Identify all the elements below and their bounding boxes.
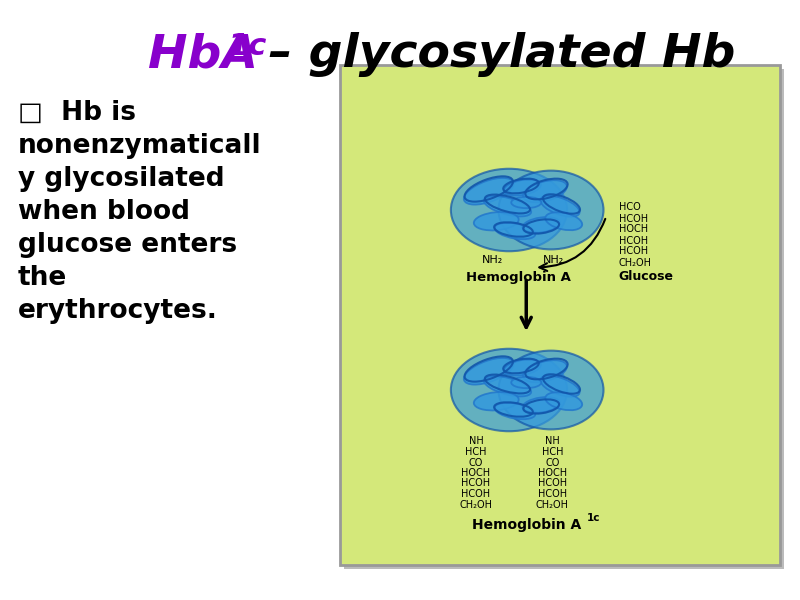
Text: CH₂OH: CH₂OH	[618, 257, 651, 268]
Text: CO: CO	[546, 457, 560, 467]
Text: CH₂OH: CH₂OH	[536, 499, 569, 509]
Text: HCOH: HCOH	[618, 214, 648, 223]
Ellipse shape	[484, 196, 531, 217]
Ellipse shape	[451, 349, 567, 431]
Ellipse shape	[522, 397, 560, 413]
Text: – glycosylated Hb: – glycosylated Hb	[252, 32, 735, 77]
Text: HCOH: HCOH	[462, 479, 490, 488]
Text: HOCH: HOCH	[538, 468, 567, 478]
Ellipse shape	[546, 392, 582, 410]
Ellipse shape	[541, 376, 579, 397]
Text: HCOH: HCOH	[618, 235, 648, 245]
Text: □  Hb is
nonenzymaticall
y glycosilated
when blood
glucose enters
the
erythrocyt: □ Hb is nonenzymaticall y glycosilated w…	[18, 100, 262, 324]
Text: CH₂OH: CH₂OH	[459, 499, 493, 509]
Ellipse shape	[484, 376, 531, 397]
Text: HCH: HCH	[466, 447, 486, 457]
Text: HCOH: HCOH	[538, 479, 567, 488]
Ellipse shape	[498, 170, 603, 250]
Ellipse shape	[498, 350, 603, 430]
Ellipse shape	[504, 179, 541, 196]
Ellipse shape	[504, 359, 541, 376]
Text: HCH: HCH	[542, 447, 563, 457]
Ellipse shape	[541, 196, 579, 217]
Ellipse shape	[511, 197, 542, 208]
Ellipse shape	[464, 358, 514, 385]
Text: HOCH: HOCH	[618, 224, 648, 235]
Ellipse shape	[523, 180, 567, 202]
Text: HCO: HCO	[618, 202, 640, 212]
Text: HCOH: HCOH	[618, 247, 648, 257]
Text: NH: NH	[469, 437, 483, 446]
Text: NH₂: NH₂	[543, 255, 565, 265]
Text: Glucose: Glucose	[618, 269, 674, 283]
Text: Hemoglobin A: Hemoglobin A	[466, 271, 571, 284]
Bar	[344, 69, 784, 569]
Ellipse shape	[474, 392, 518, 410]
Ellipse shape	[511, 377, 542, 388]
Ellipse shape	[451, 169, 567, 251]
Ellipse shape	[523, 360, 567, 382]
Text: HCOH: HCOH	[538, 489, 567, 499]
Text: 1c: 1c	[587, 513, 601, 523]
Ellipse shape	[474, 212, 518, 230]
Ellipse shape	[494, 403, 535, 419]
Text: Hemoglobin A: Hemoglobin A	[472, 518, 582, 532]
Bar	[340, 65, 780, 565]
Ellipse shape	[494, 223, 535, 239]
Ellipse shape	[546, 212, 582, 230]
Text: CO: CO	[469, 457, 483, 467]
Text: HCOH: HCOH	[462, 489, 490, 499]
Text: NH₂: NH₂	[482, 255, 503, 265]
Text: NH: NH	[545, 437, 560, 446]
Text: HbA: HbA	[148, 32, 258, 77]
Ellipse shape	[464, 178, 514, 205]
Text: 1c: 1c	[228, 32, 267, 61]
Text: HOCH: HOCH	[462, 468, 490, 478]
Ellipse shape	[522, 217, 560, 233]
